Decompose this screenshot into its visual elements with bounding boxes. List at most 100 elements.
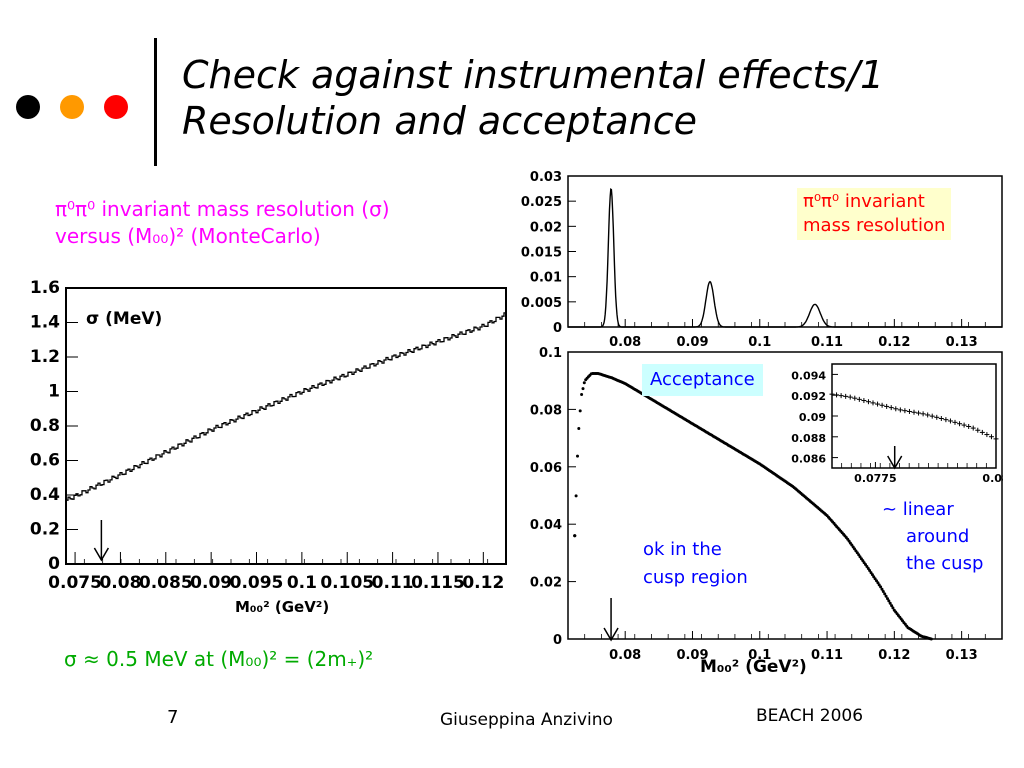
x-tick-label: 0.11	[372, 573, 414, 593]
acceptance-point	[880, 587, 884, 591]
acceptance-point	[577, 427, 581, 430]
y-tick-label: 0	[48, 554, 60, 574]
y-tick-label: 0.6	[30, 451, 60, 471]
title-divider	[154, 38, 157, 166]
x-tick-label: 0.08	[609, 335, 641, 350]
y-tick-label: 0.1	[539, 346, 562, 361]
y-tick-label: 0.088	[791, 432, 826, 445]
y-tick-label: 1.2	[30, 347, 60, 367]
acceptance-chart: 0.08 0.09 0.1 0.11 0.12 0.13 0 0.02 0.04 0.06 0.08…	[530, 346, 1003, 677]
x-tick-label: 0.12	[462, 573, 504, 593]
linear-line-1: ~ linear	[882, 499, 954, 520]
resolution-label-line-2: mass resolution	[803, 215, 946, 236]
cusp-arrow-head	[93, 547, 110, 562]
x-tick-label: 0.12	[878, 648, 910, 663]
y-tick-label: 0.08	[530, 403, 562, 418]
y-tick-label: 0.04	[530, 518, 562, 533]
x-tick-label: 0.09	[676, 648, 708, 663]
cusp-arrow-head	[603, 627, 619, 642]
y-tick-label: 0.8	[30, 416, 60, 436]
acceptance-point	[580, 393, 584, 396]
sigma-curve	[66, 312, 507, 501]
x-tick-label: 0.1	[748, 335, 771, 350]
y-tick-label: 0	[553, 633, 562, 648]
x-tick-label: 0.0775	[854, 472, 896, 485]
acceptance-point	[581, 387, 585, 391]
y-tick-label: 0.09	[799, 411, 826, 424]
footer-author: Giuseppina Anzivino	[440, 710, 613, 730]
formula-text: σ ≈ 0.5 MeV at (M₀₀)² = (2m₊)²	[64, 647, 374, 671]
acceptance-point	[929, 637, 933, 641]
x-tick-label: 0.11	[811, 648, 843, 663]
x-tick-label: 0.08	[609, 648, 641, 663]
acceptance-point	[881, 590, 885, 593]
dot-red	[104, 95, 128, 119]
x-axis-label: M₀₀² (GeV²)	[235, 598, 329, 616]
inset-cusp-arrow-head	[887, 455, 903, 470]
y-tick-label: 1.6	[30, 278, 60, 298]
x-tick-label: 0.115	[411, 573, 465, 593]
acceptance-point	[574, 494, 578, 498]
acceptance-point	[573, 534, 577, 538]
page-number: 7	[167, 707, 179, 728]
plot-frame	[831, 363, 997, 469]
x-tick-label: 0.09	[676, 335, 708, 350]
resolution-label-line-1: π⁰π⁰ invariant	[803, 191, 925, 212]
acceptance-point	[883, 592, 887, 596]
x-tick-label: 0.13	[946, 648, 978, 663]
title-line-2: Resolution and acceptance	[182, 99, 698, 143]
x-tick-label: 0.11	[811, 335, 843, 350]
y-tick-label: 0.025	[521, 195, 562, 210]
y-tick-label: 0.005	[521, 296, 562, 311]
plot-frame	[65, 287, 507, 565]
acceptance-label: Acceptance	[642, 364, 763, 396]
acceptance-point	[578, 409, 582, 413]
x-tick-label: 0.085	[139, 573, 193, 593]
resolution-chart: 0.08 0.09 0.1 0.11 0.12 0.13 0 0.005 0.01 0.015 0.…	[521, 170, 1003, 350]
acceptance-point	[884, 594, 888, 598]
y-tick-label: 1	[48, 382, 60, 402]
left-caption-symbol: π⁰π⁰	[55, 197, 96, 221]
y-axis-label: σ (MeV)	[86, 309, 162, 329]
acceptance-point	[887, 599, 891, 603]
x-tick-label: 0.08	[99, 573, 141, 593]
ok-line-2: cusp region	[643, 567, 748, 588]
y-tick-label: 0	[553, 321, 562, 336]
x-tick-label: 0.12	[878, 335, 910, 350]
dot-black	[16, 95, 40, 119]
resolution-label: π⁰π⁰ invariant mass resolution	[797, 188, 952, 240]
linear-line-2: around	[906, 526, 970, 547]
x-tick-label: 0.095	[230, 573, 284, 593]
resolution-curve	[568, 188, 1002, 328]
y-tick-label: 0.094	[791, 369, 826, 382]
formula: σ ≈ 0.5 MeV at (M₀₀)² = (2m₊)²	[64, 646, 373, 673]
y-tick-label: 0.4	[30, 485, 60, 505]
y-tick-label: 0.06	[530, 461, 562, 476]
y-tick-label: 0.01	[530, 271, 562, 286]
ok-annotation: ok in the cusp region	[643, 536, 748, 592]
acceptance-point	[576, 454, 579, 458]
footer-event: BEACH 2006	[756, 706, 864, 726]
x-tick-label: 0.13	[946, 335, 978, 350]
acceptance-point	[891, 606, 895, 610]
left-caption: π⁰π⁰ invariant mass resolution (σ) versu…	[55, 196, 390, 250]
left-caption-line-2: versus (M₀₀)² (MonteCarlo)	[55, 224, 321, 248]
acceptance-point	[879, 585, 883, 589]
x-tick-label: 0.075	[48, 573, 102, 593]
left-caption-text: invariant mass resolution (σ)	[95, 197, 390, 221]
y-tick-label: 0.015	[521, 246, 562, 261]
acceptance-point	[582, 381, 586, 385]
acceptance-point	[886, 597, 889, 601]
x-tick-label: 0.08	[982, 472, 1003, 485]
linear-line-3: the cusp	[906, 553, 984, 574]
acceptance-point	[890, 604, 894, 608]
x-tick-label: 0.09	[190, 573, 232, 593]
acceptance-label-text: Acceptance	[650, 369, 755, 390]
x-axis-label: M₀₀² (GeV²)	[700, 657, 807, 677]
y-tick-label: 0.2	[30, 520, 60, 540]
dot-orange	[60, 95, 84, 119]
y-tick-label: 1.4	[30, 313, 60, 333]
y-tick-label: 0.02	[530, 576, 562, 591]
slide-title: Check against instrumental effects/1 Res…	[182, 52, 884, 144]
